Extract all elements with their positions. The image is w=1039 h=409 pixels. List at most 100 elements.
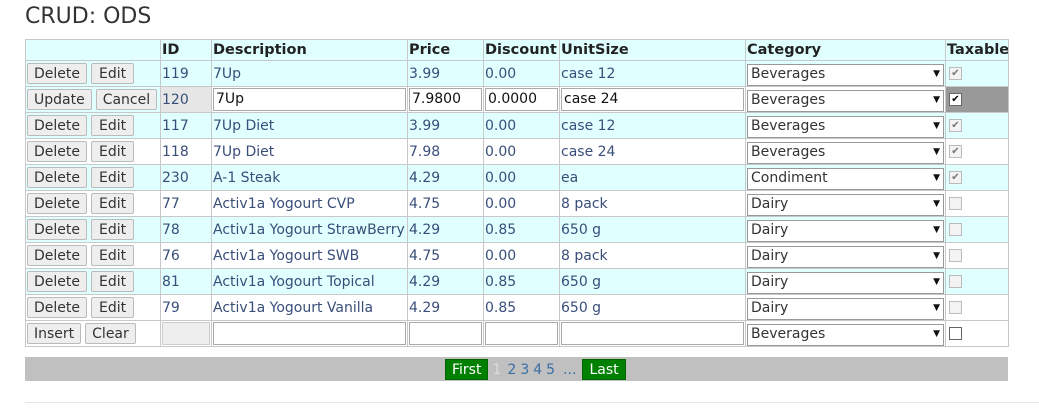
edit-button[interactable]: Edit <box>91 297 135 318</box>
price-cell: 3.99 <box>407 112 484 139</box>
price-value: 3.99 <box>409 117 441 134</box>
pager-page-2[interactable]: 2 <box>507 361 517 378</box>
discount-value: 0.85 <box>485 221 517 238</box>
taxable-checkbox[interactable]: ✔ <box>949 67 962 80</box>
category-cell: Condiment ▼ <box>745 164 946 191</box>
category-select[interactable]: Dairy ▼ <box>747 193 944 216</box>
unitsize-input[interactable] <box>561 322 744 345</box>
update-button[interactable]: Update <box>27 89 92 110</box>
edit-button[interactable]: Edit <box>91 115 135 136</box>
delete-button[interactable]: Delete <box>27 63 87 84</box>
table-row: Delete Edit 118 7Up Diet 7.98 0.00 case 24 Beve… <box>25 138 1009 165</box>
discount-value: 0.00 <box>485 195 517 212</box>
category-cell: Dairy ▼ <box>745 190 946 217</box>
description-value: 7Up Diet <box>213 117 275 134</box>
taxable-checkbox[interactable] <box>949 275 962 288</box>
taxable-checkbox[interactable] <box>949 327 962 340</box>
delete-button[interactable]: Delete <box>27 245 87 266</box>
category-select-value: Beverages <box>751 117 826 134</box>
description-input[interactable]: 7Up <box>213 88 406 111</box>
insert-button[interactable]: Insert <box>27 323 82 344</box>
header-id[interactable]: ID <box>160 39 212 61</box>
header-discount[interactable]: Discount <box>483 39 560 61</box>
delete-button[interactable]: Delete <box>27 141 87 162</box>
id-value: 117 <box>162 117 189 134</box>
price-cell: 4.75 <box>407 190 484 217</box>
edit-button[interactable]: Edit <box>91 193 135 214</box>
category-select[interactable]: Dairy ▼ <box>747 271 944 294</box>
command-cell: Delete Edit <box>25 138 161 165</box>
price-input[interactable] <box>409 322 482 345</box>
description-input[interactable] <box>213 322 406 345</box>
unitsize-cell: case 12 <box>559 112 746 139</box>
pager-page-5[interactable]: 5 <box>546 361 556 378</box>
category-select[interactable]: Dairy ▼ <box>747 245 944 268</box>
description-cell: Activ1a Yogourt CVP <box>211 190 408 217</box>
chevron-down-icon: ▼ <box>933 172 940 183</box>
category-select[interactable]: Dairy ▼ <box>747 297 944 320</box>
pager-more-link[interactable]: ... <box>563 361 577 378</box>
taxable-checkbox[interactable]: ✔ <box>949 145 962 158</box>
edit-button[interactable]: Edit <box>91 245 135 266</box>
id-input <box>162 322 210 345</box>
taxable-checkbox[interactable] <box>949 301 962 314</box>
clear-button[interactable]: Clear <box>85 323 136 344</box>
grid-body: Delete Edit 119 7Up 3.99 0.00 case 12 Beverages… <box>25 60 1009 347</box>
cancel-button[interactable]: Cancel <box>95 89 158 110</box>
discount-input[interactable] <box>485 322 558 345</box>
header-description[interactable]: Description <box>211 39 408 61</box>
edit-button[interactable]: Edit <box>91 219 135 240</box>
price-input[interactable]: 7.9800 <box>409 88 482 111</box>
category-select[interactable]: Beverages ▼ <box>747 63 944 86</box>
taxable-checkbox[interactable]: ✔ <box>949 171 962 184</box>
command-cell: Delete Edit <box>25 190 161 217</box>
delete-button[interactable]: Delete <box>27 297 87 318</box>
id-value: 77 <box>162 195 180 212</box>
pager-last-button[interactable]: Last <box>582 359 626 380</box>
delete-button[interactable]: Delete <box>27 219 87 240</box>
description-value: Activ1a Yogourt Topical <box>213 273 375 290</box>
pager-page-4[interactable]: 4 <box>533 361 543 378</box>
delete-button[interactable]: Delete <box>27 167 87 188</box>
header-unitsize[interactable]: UnitSize <box>559 39 746 61</box>
edit-button[interactable]: Edit <box>91 271 135 292</box>
edit-button[interactable]: Edit <box>91 141 135 162</box>
discount-input[interactable]: 0.0000 <box>485 88 558 111</box>
taxable-checkbox[interactable] <box>949 197 962 210</box>
category-select[interactable]: Dairy ▼ <box>747 219 944 242</box>
price-value: 4.29 <box>409 273 441 290</box>
category-select[interactable]: Condiment ▼ <box>747 167 944 190</box>
table-row: Delete Edit 119 7Up 3.99 0.00 case 12 Beverages… <box>25 60 1009 87</box>
delete-button[interactable]: Delete <box>27 271 87 292</box>
category-cell: Dairy ▼ <box>745 216 946 243</box>
unitsize-cell: 8 pack <box>559 190 746 217</box>
discount-cell: 0.00 <box>483 138 560 165</box>
taxable-checkbox[interactable]: ✔ <box>949 93 962 106</box>
category-select[interactable]: Beverages ▼ <box>747 323 944 346</box>
edit-button[interactable]: Edit <box>91 167 135 188</box>
discount-value: 0.00 <box>485 169 517 186</box>
taxable-checkbox[interactable] <box>949 249 962 262</box>
header-price[interactable]: Price <box>407 39 484 61</box>
delete-button[interactable]: Delete <box>27 115 87 136</box>
taxable-cell: ✔ <box>945 164 1009 191</box>
delete-button[interactable]: Delete <box>27 193 87 214</box>
command-cell: Delete Edit <box>25 216 161 243</box>
id-value: 119 <box>162 65 189 82</box>
pager-first-button[interactable]: First <box>445 359 489 380</box>
taxable-checkbox[interactable]: ✔ <box>949 119 962 132</box>
taxable-cell <box>945 320 1009 347</box>
header-taxable[interactable]: Taxable <box>945 39 1009 61</box>
unitsize-input[interactable]: case 24 <box>561 88 744 111</box>
id-value: 230 <box>162 169 189 186</box>
edit-button[interactable]: Edit <box>91 63 135 84</box>
taxable-checkbox[interactable] <box>949 223 962 236</box>
insert-row: Insert Clear Beverages ▼ <box>25 320 1009 347</box>
header-category[interactable]: Category <box>745 39 946 61</box>
description-cell <box>211 320 408 347</box>
category-select[interactable]: Beverages ▼ <box>747 115 944 138</box>
category-select[interactable]: Beverages ▼ <box>747 141 944 164</box>
category-select[interactable]: Beverages ▼ <box>747 89 944 112</box>
discount-cell: 0.85 <box>483 294 560 321</box>
pager-page-3[interactable]: 3 <box>520 361 530 378</box>
